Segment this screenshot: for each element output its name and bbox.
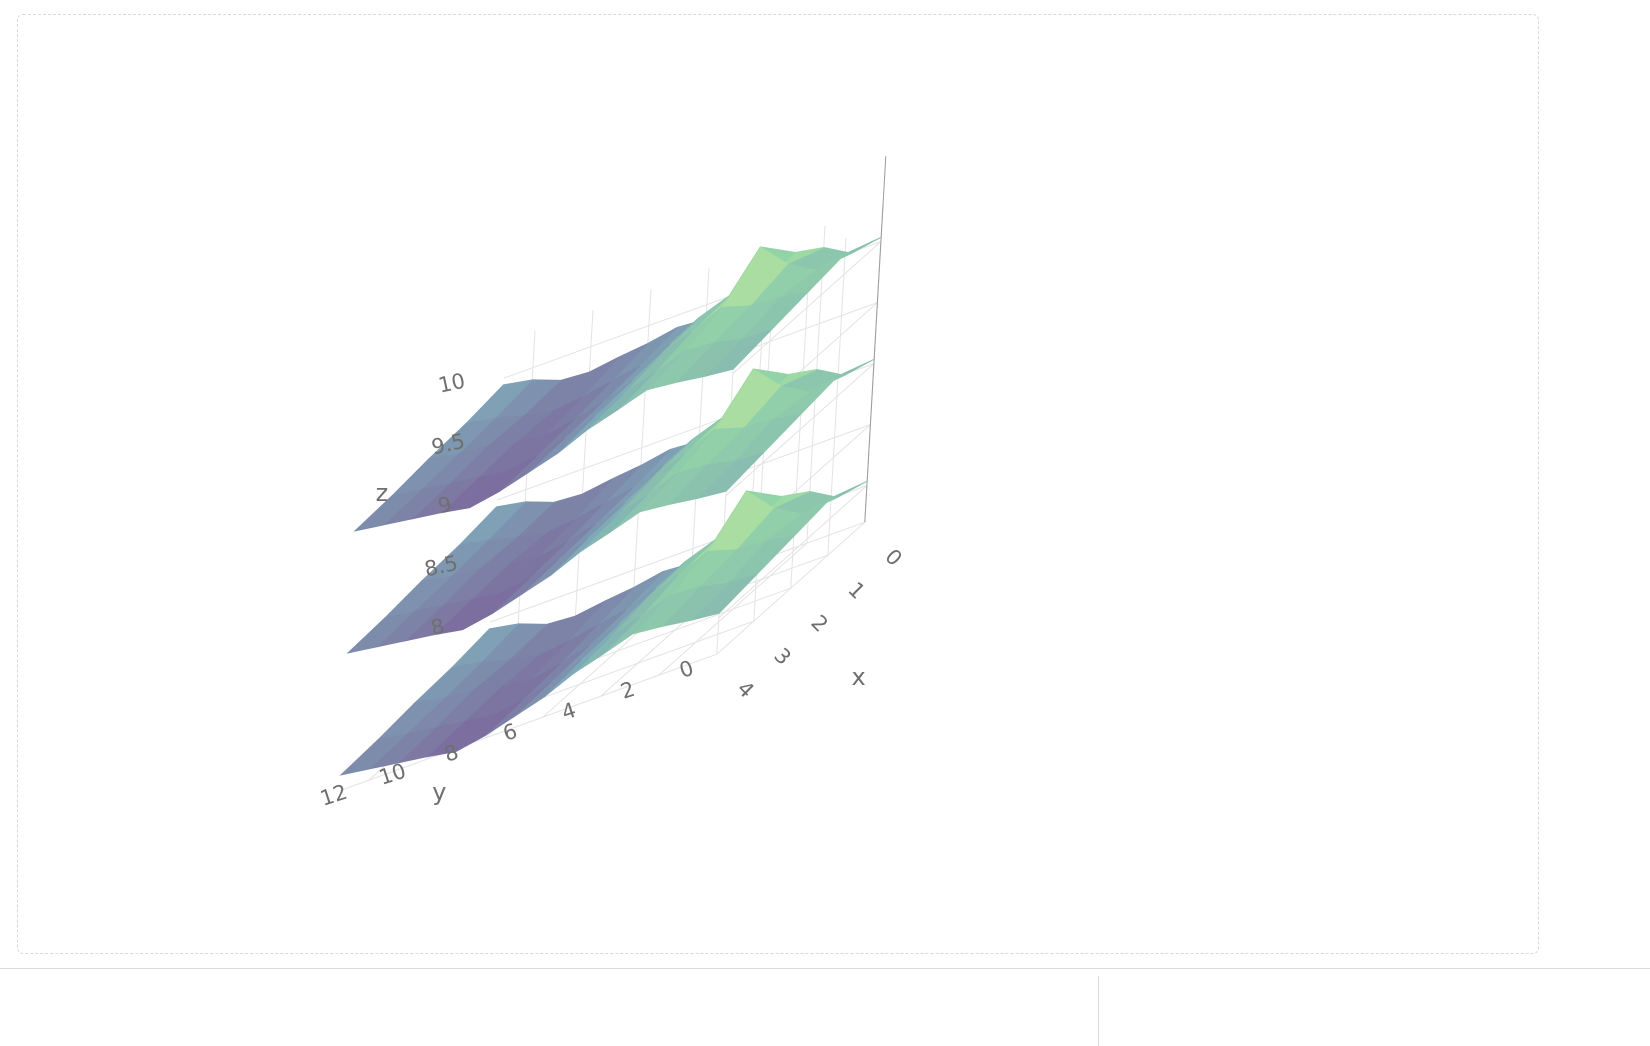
x-tick-label: 4 xyxy=(732,676,758,702)
grid-line-z-wall xyxy=(732,241,882,374)
grid-line-floor-y xyxy=(716,521,866,655)
surface-cell xyxy=(346,611,415,654)
surface-cell xyxy=(353,489,422,532)
divider-line xyxy=(0,968,1650,969)
divider-tick xyxy=(1098,976,1099,1046)
grid-line-z-wall xyxy=(725,363,875,496)
surface-cell xyxy=(339,733,408,776)
y-tick-label: 12 xyxy=(317,780,350,811)
y-tick-label: 6 xyxy=(500,719,520,746)
surface-layer-2 xyxy=(353,236,882,532)
y-axis-title: y xyxy=(432,778,446,806)
x-tick-label: 3 xyxy=(769,643,795,669)
z-tick-label: 8 xyxy=(429,614,447,640)
grid-line-floor-y xyxy=(658,542,808,676)
x-tick-label: 1 xyxy=(843,577,869,603)
grid-line-floor-x xyxy=(339,653,717,792)
z-tick-label: 9 xyxy=(436,492,454,518)
z-axis-title: z xyxy=(376,479,389,507)
y-tick-label: 4 xyxy=(559,698,579,725)
surface-layer-0 xyxy=(339,480,868,776)
x-tick-label: 0 xyxy=(880,544,906,570)
y-tick-label: 0 xyxy=(676,656,696,683)
surface-layer-1 xyxy=(346,358,875,654)
grid-line-z-wall xyxy=(718,485,868,618)
z-axis-edge xyxy=(864,156,887,523)
x-axis-title: x xyxy=(851,663,865,691)
plot-frame xyxy=(17,14,1539,954)
surfaces xyxy=(339,236,882,776)
z-tick-label: 10 xyxy=(436,369,467,398)
y-tick-label: 2 xyxy=(618,677,638,704)
x-tick-label: 2 xyxy=(806,610,832,636)
